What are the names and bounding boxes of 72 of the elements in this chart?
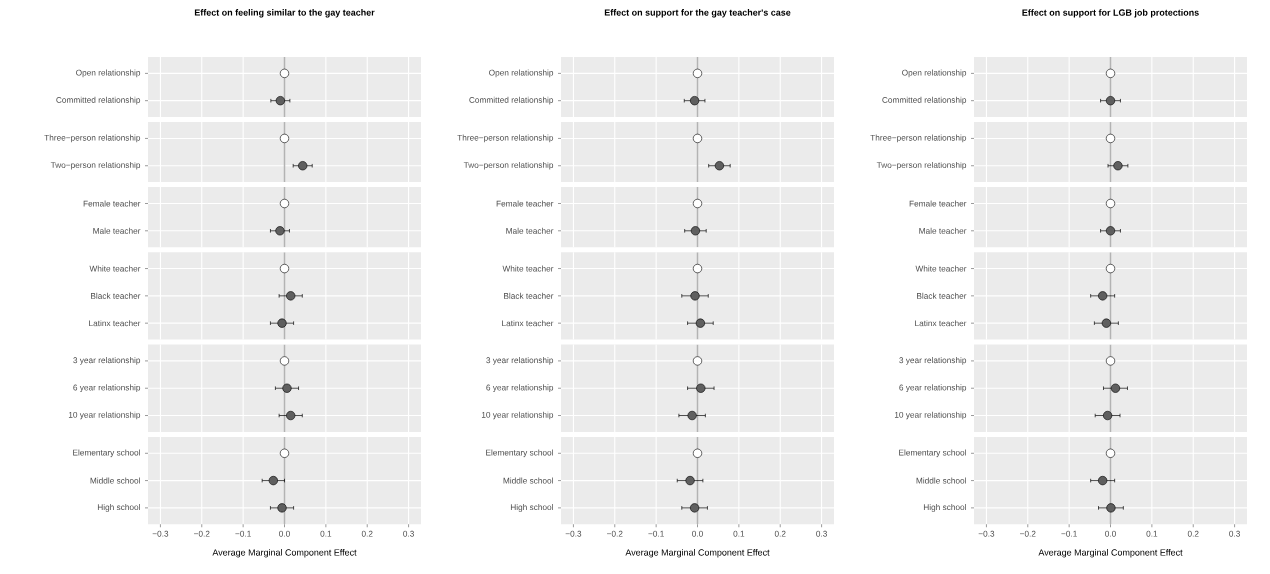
x-tick-label: −0.2: [194, 530, 210, 537]
x-tick-label: 0.3: [816, 530, 827, 537]
y-tick-label: Middle school: [916, 477, 966, 484]
x-tick-label: 0.2: [774, 530, 786, 537]
y-tick-label: 10 year relationship: [481, 411, 554, 420]
y-tick-label: Middle school: [503, 477, 553, 484]
x-tick-label: −0.1: [648, 530, 664, 537]
y-tick-label: Latinx teacher: [915, 320, 967, 327]
x-tick-label: 0.2: [1187, 530, 1199, 537]
x-tick-label: 0.3: [1229, 530, 1240, 537]
y-tick-label: 6 year relationship: [899, 384, 967, 393]
y-tick-label: Elementary school: [899, 449, 966, 458]
x-tick-label: 0.1: [320, 530, 332, 537]
x-tick-label: −0.3: [152, 530, 169, 537]
y-tick-label: Latinx teacher: [89, 320, 141, 327]
y-tick-label: Female teacher: [83, 200, 141, 207]
x-axis-title: Average Marginal Component Effect: [1038, 549, 1183, 558]
y-tick-label: Female teacher: [909, 200, 967, 207]
y-tick-label: 6 year relationship: [73, 384, 141, 393]
y-tick-label: 3 year relationship: [486, 357, 554, 365]
x-tick-label: −0.3: [978, 530, 995, 537]
y-tick-label: White teacher: [89, 265, 141, 272]
x-axis-title: Average Marginal Component Effect: [212, 549, 357, 558]
y-tick-label: Male teacher: [93, 227, 141, 234]
x-tick-label: 0.0: [279, 530, 290, 537]
x-tick-label: 0.2: [361, 530, 373, 537]
y-tick-label: High school: [510, 504, 553, 512]
y-tick-label: Open relationship: [76, 69, 141, 78]
y-tick-label: White teacher: [502, 265, 554, 272]
y-tick-label: High school: [923, 504, 966, 512]
y-tick-label: 10 year relationship: [68, 411, 141, 420]
y-tick-label: High school: [97, 504, 140, 512]
x-tick-label: −0.2: [1020, 530, 1036, 537]
y-tick-label: Open relationship: [902, 69, 967, 78]
y-tick-label: Male teacher: [506, 227, 554, 234]
x-tick-label: −0.3: [565, 530, 582, 537]
y-tick-label: Three−person relationship: [870, 134, 967, 143]
y-tick-label: Two−person relationship: [50, 161, 141, 170]
y-tick-label: Latinx teacher: [502, 320, 554, 327]
y-tick-label: Elementary school: [486, 449, 553, 458]
x-tick-label: −0.2: [607, 530, 623, 537]
x-tick-label: −0.1: [235, 530, 251, 537]
x-tick-label: −0.1: [1061, 530, 1077, 537]
x-tick-label: 0.3: [403, 530, 414, 537]
y-tick-label: Elementary school: [73, 449, 140, 458]
y-tick-label: Two−person relationship: [463, 161, 554, 170]
x-tick-label: 0.0: [692, 530, 703, 537]
y-tick-label: Black teacher: [917, 292, 967, 299]
chart-title: Effect on support for the gay teacher's case: [604, 9, 791, 18]
chart-title: Effect on feeling similar to the gay teacher: [194, 9, 375, 18]
y-tick-label: 3 year relationship: [73, 357, 141, 365]
y-tick-label: Black teacher: [504, 292, 554, 299]
y-tick-label: White teacher: [915, 265, 967, 272]
x-tick-label: 0.0: [1105, 530, 1116, 537]
x-tick-label: 0.1: [733, 530, 745, 537]
y-tick-label: Committed relationship: [56, 96, 141, 105]
y-tick-label: Open relationship: [489, 69, 554, 78]
y-tick-label: Three−person relationship: [457, 134, 554, 143]
y-tick-label: 10 year relationship: [894, 411, 967, 420]
y-tick-label: Committed relationship: [882, 96, 967, 105]
y-tick-label: Male teacher: [919, 227, 967, 234]
y-tick-label: Three−person relationship: [44, 134, 141, 143]
chart-title: Effect on support for LGB job protections: [1022, 9, 1199, 18]
y-tick-label: Committed relationship: [469, 96, 554, 105]
y-tick-label: Two−person relationship: [876, 161, 967, 170]
y-tick-label: 6 year relationship: [486, 384, 554, 393]
y-tick-label: Female teacher: [496, 200, 554, 207]
x-tick-label: 0.1: [1146, 530, 1158, 537]
y-tick-label: Middle school: [90, 477, 140, 484]
y-tick-label: Black teacher: [91, 292, 141, 299]
x-axis-title: Average Marginal Component Effect: [625, 549, 770, 558]
y-tick-label: 3 year relationship: [899, 357, 967, 365]
